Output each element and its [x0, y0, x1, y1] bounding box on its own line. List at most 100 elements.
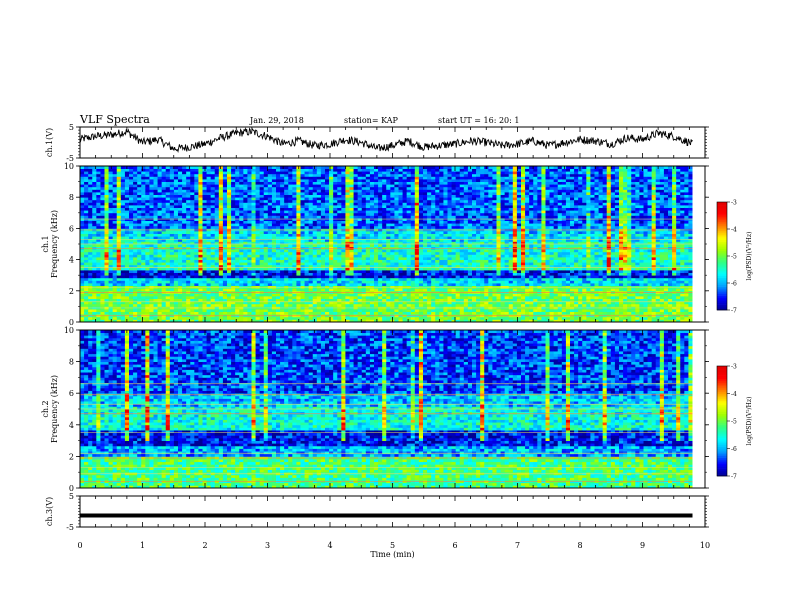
- ch1-spec-cell: [218, 233, 224, 237]
- ch1-spec-cell: [161, 189, 167, 193]
- ch1-spec-cell: [157, 264, 163, 268]
- ch1-spec-cell: [194, 319, 199, 323]
- ch1-spec-cell: [92, 301, 97, 305]
- ch1-spec-cell: [361, 225, 367, 229]
- ch1-spec-cell: [133, 176, 138, 180]
- ch1-spec-cell: [194, 181, 199, 185]
- ch1-spec-cell: [96, 212, 101, 216]
- ch1-spec-cell: [161, 319, 167, 323]
- ch1-spec-cell: [206, 231, 212, 234]
- ch1-spec-cell: [104, 293, 109, 297]
- ch1-spec-cell: [406, 197, 412, 201]
- ch1-spec-cell: [378, 244, 383, 247]
- ch1-spec-cell: [316, 223, 322, 227]
- ch1-spec-cell: [173, 225, 179, 229]
- ch1-spec-cell: [161, 277, 167, 281]
- ch1-spec-cell: [145, 202, 150, 206]
- ch1-spec-cell: [267, 202, 273, 206]
- ch1-spec-cell: [96, 225, 101, 229]
- ch1-spec-cell: [255, 205, 261, 208]
- ch1-spec-cell: [80, 192, 85, 195]
- ch1-spec-cell: [169, 270, 175, 273]
- ch1-spec-cell: [382, 257, 387, 260]
- ch1-spec-cell: [284, 249, 289, 253]
- ch1-spec-cell: [227, 210, 232, 214]
- ch1-spec-cell: [88, 181, 93, 185]
- ch1-spec-cell: [231, 298, 236, 302]
- ch1-spec-cell: [133, 275, 138, 279]
- ch1-spec-cell: [112, 173, 118, 177]
- ch1-spec-cell: [149, 241, 154, 245]
- ch1-spec-cell: [141, 184, 146, 188]
- ch1-spec-cell: [235, 270, 240, 273]
- ch1-spec-cell: [190, 166, 195, 169]
- ch1-spec-cell: [92, 311, 97, 315]
- ch1-spec-cell: [357, 212, 363, 216]
- ch1-spec-cell: [341, 231, 346, 234]
- ch1-spec-cell: [161, 249, 167, 253]
- ch1-spec-cell: [276, 202, 281, 206]
- ch1-spec-cell: [361, 189, 367, 193]
- ch1-spec-cell: [178, 293, 183, 297]
- ch1-spec-cell: [169, 192, 175, 195]
- ch1-spec-cell: [406, 207, 412, 211]
- ch1-spec-cell: [161, 176, 167, 180]
- ch1-spec-cell: [316, 233, 322, 237]
- ch1-spec-cell: [410, 311, 416, 315]
- ch1-spec-cell: [300, 238, 305, 242]
- ch1-spec-cell: [247, 202, 252, 206]
- ch1-spec-cell: [374, 166, 379, 169]
- ch1-spec-cell: [161, 197, 167, 201]
- ch1-spec-cell: [186, 246, 191, 250]
- ch1-spec-cell: [108, 277, 114, 281]
- ch1-spec-cell: [357, 184, 363, 188]
- ch1-spec-cell: [235, 171, 240, 175]
- ch1-spec-cell: [369, 241, 375, 245]
- ch1-spec-cell: [276, 181, 281, 185]
- ch1-spec-cell: [251, 251, 256, 255]
- ch1-spec-cell: [349, 189, 354, 193]
- ch1-spec-cell: [210, 171, 216, 175]
- ch1-spec-cell: [190, 241, 195, 245]
- ch1-spec-cell: [108, 311, 114, 315]
- ch1-spec-cell: [84, 285, 89, 289]
- ch1-spec-cell: [251, 309, 256, 312]
- ch1-spec-cell: [108, 197, 114, 201]
- ch1-spec-cell: [84, 233, 89, 237]
- ch1-spec-cell: [304, 316, 310, 320]
- ch1-spec-cell: [137, 275, 142, 279]
- ch1-spec-cell: [288, 319, 293, 323]
- ch1-spec-cell: [325, 303, 330, 307]
- ch1-spec-cell: [165, 202, 171, 206]
- ch1-spec-cell: [194, 246, 199, 250]
- ch1-spec-cell: [345, 179, 350, 182]
- ch1-spec-cell: [153, 262, 158, 266]
- ch1-spec-cell: [145, 288, 150, 292]
- ch1-spec-cell: [308, 311, 314, 315]
- ch1-spec-cell: [251, 272, 256, 276]
- ch1-spec-cell: [186, 283, 191, 286]
- ch1-spec-cell: [198, 319, 203, 323]
- ch1-spec-cell: [280, 205, 285, 208]
- ch1-spec-cell: [206, 241, 212, 245]
- ch1-spec-cell: [112, 205, 118, 208]
- ch1-spec-cell: [276, 311, 281, 315]
- ch1-spec-cell: [316, 298, 322, 302]
- ch1-spec-cell: [124, 277, 130, 281]
- ch1-spec-cell: [349, 192, 354, 195]
- ch1-spec-cell: [133, 205, 138, 208]
- ch1-spec-cell: [410, 272, 416, 276]
- ch1-spec-cell: [235, 189, 240, 193]
- station-label: station= KAP: [344, 116, 399, 125]
- ch1-spec-cell: [247, 197, 252, 201]
- ch1-spec-cell: [153, 264, 158, 268]
- ch1-spec-cell: [227, 259, 232, 263]
- ch1-spec-cell: [198, 171, 203, 175]
- ch1-spec-cell: [369, 231, 375, 234]
- ch1-spec-cell: [276, 173, 281, 177]
- ch1-spec-cell: [169, 207, 175, 211]
- ch1-spec-cell: [92, 194, 97, 198]
- ch1-spec-cell: [410, 288, 416, 292]
- ch1-spec-cell: [80, 166, 85, 169]
- ch1-spec-cell: [243, 283, 248, 286]
